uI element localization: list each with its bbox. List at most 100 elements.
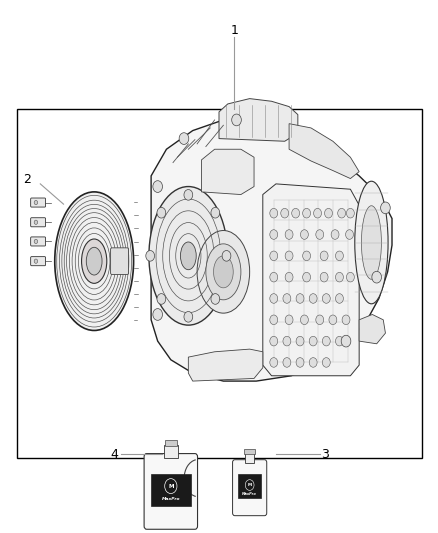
Circle shape — [322, 336, 330, 346]
Text: 1: 1 — [230, 25, 238, 37]
Bar — [17, 109, 422, 458]
Circle shape — [346, 208, 354, 218]
Ellipse shape — [355, 181, 388, 304]
Circle shape — [296, 358, 304, 367]
Circle shape — [34, 220, 38, 224]
Circle shape — [300, 230, 308, 239]
Circle shape — [146, 251, 155, 261]
Text: MaxPro: MaxPro — [162, 497, 180, 502]
Circle shape — [336, 251, 343, 261]
FancyBboxPatch shape — [31, 198, 46, 207]
Circle shape — [381, 202, 390, 214]
Circle shape — [245, 480, 254, 490]
Circle shape — [309, 358, 317, 367]
Circle shape — [157, 294, 166, 304]
Bar — [151, 474, 191, 506]
Circle shape — [325, 208, 332, 218]
Circle shape — [34, 200, 38, 205]
Text: 2: 2 — [23, 173, 31, 186]
Text: M: M — [247, 483, 252, 487]
Circle shape — [309, 336, 317, 346]
Circle shape — [314, 208, 321, 218]
Circle shape — [303, 251, 311, 261]
Ellipse shape — [361, 206, 381, 279]
Circle shape — [346, 272, 354, 282]
Circle shape — [309, 294, 317, 303]
Circle shape — [270, 358, 278, 367]
Circle shape — [270, 208, 278, 218]
Circle shape — [331, 230, 339, 239]
Text: 3: 3 — [321, 448, 329, 461]
FancyBboxPatch shape — [31, 217, 46, 227]
Circle shape — [184, 311, 193, 322]
Circle shape — [285, 230, 293, 239]
Polygon shape — [263, 184, 359, 376]
Circle shape — [285, 272, 293, 282]
Circle shape — [322, 358, 330, 367]
Circle shape — [292, 208, 300, 218]
Ellipse shape — [86, 247, 102, 275]
Circle shape — [300, 315, 308, 325]
Circle shape — [303, 272, 311, 282]
Circle shape — [270, 230, 278, 239]
Circle shape — [336, 272, 343, 282]
Circle shape — [283, 294, 291, 303]
Circle shape — [211, 294, 220, 304]
Circle shape — [316, 315, 324, 325]
Circle shape — [336, 294, 343, 303]
Circle shape — [285, 315, 293, 325]
Circle shape — [341, 335, 351, 347]
Polygon shape — [289, 124, 359, 179]
FancyBboxPatch shape — [31, 256, 46, 265]
Circle shape — [283, 336, 291, 346]
FancyBboxPatch shape — [144, 454, 198, 529]
Bar — [165, 440, 177, 446]
Circle shape — [320, 251, 328, 261]
Bar — [244, 449, 255, 454]
Ellipse shape — [197, 230, 250, 313]
Polygon shape — [188, 349, 263, 381]
Circle shape — [270, 294, 278, 303]
Circle shape — [281, 208, 289, 218]
Circle shape — [222, 251, 231, 261]
FancyBboxPatch shape — [31, 237, 46, 246]
Circle shape — [157, 207, 166, 218]
Circle shape — [270, 336, 278, 346]
Circle shape — [34, 259, 38, 263]
Circle shape — [211, 207, 220, 218]
Circle shape — [346, 230, 353, 239]
Circle shape — [296, 294, 304, 303]
Circle shape — [372, 271, 381, 283]
Circle shape — [179, 133, 189, 144]
Circle shape — [283, 358, 291, 367]
Ellipse shape — [81, 239, 107, 284]
Circle shape — [153, 309, 162, 320]
Circle shape — [153, 181, 162, 192]
Circle shape — [329, 315, 337, 325]
Bar — [238, 474, 261, 498]
Circle shape — [270, 251, 278, 261]
FancyBboxPatch shape — [110, 248, 129, 274]
Circle shape — [270, 315, 278, 325]
Circle shape — [270, 272, 278, 282]
Circle shape — [303, 208, 311, 218]
Text: M: M — [168, 483, 173, 489]
Circle shape — [285, 251, 293, 261]
Circle shape — [34, 239, 38, 244]
Bar — [245, 453, 254, 463]
Circle shape — [296, 336, 304, 346]
Bar — [164, 445, 178, 458]
Ellipse shape — [206, 244, 241, 300]
Polygon shape — [219, 99, 298, 141]
Ellipse shape — [149, 187, 228, 325]
Ellipse shape — [214, 256, 233, 288]
Polygon shape — [151, 117, 392, 381]
Polygon shape — [201, 149, 254, 195]
Text: MaxPro: MaxPro — [242, 492, 257, 496]
Circle shape — [165, 479, 177, 494]
Ellipse shape — [180, 242, 196, 270]
Polygon shape — [359, 314, 385, 344]
Circle shape — [316, 230, 324, 239]
Circle shape — [342, 315, 350, 325]
Circle shape — [232, 114, 241, 126]
